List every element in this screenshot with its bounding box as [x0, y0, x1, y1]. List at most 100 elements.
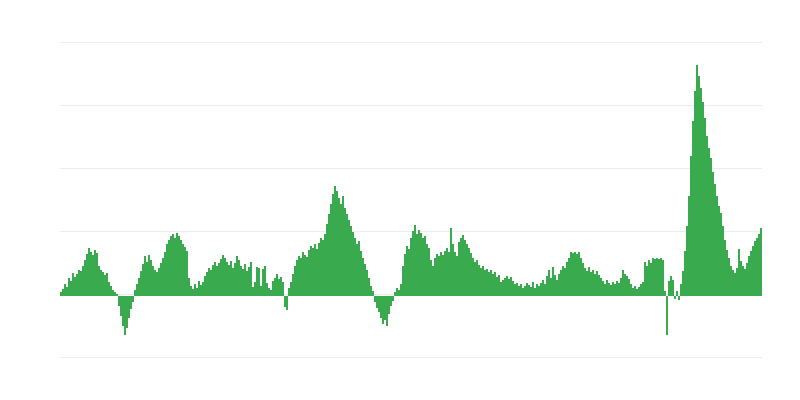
bar	[144, 256, 146, 296]
bar	[690, 156, 692, 296]
bar	[122, 296, 124, 326]
bar	[594, 274, 596, 296]
bar	[532, 282, 534, 296]
bar	[476, 260, 478, 296]
bar	[564, 268, 566, 296]
bar	[198, 281, 200, 296]
bar	[546, 276, 548, 296]
bar	[278, 279, 280, 296]
bar	[674, 296, 676, 299]
bar	[756, 238, 758, 296]
bar	[672, 280, 674, 296]
bar	[186, 251, 188, 296]
bar	[576, 254, 578, 296]
bar	[600, 278, 602, 296]
bar	[678, 296, 680, 300]
bar	[130, 296, 132, 309]
bar	[624, 274, 626, 296]
bar	[284, 296, 286, 307]
bar	[696, 65, 698, 296]
bar	[724, 240, 726, 296]
bar	[168, 240, 170, 296]
bar	[146, 262, 148, 296]
bar	[510, 277, 512, 296]
bar	[66, 287, 68, 296]
bar	[662, 260, 664, 296]
bar	[172, 234, 174, 296]
bar	[430, 260, 432, 296]
bar	[218, 263, 220, 296]
bar	[640, 284, 642, 296]
bar	[668, 281, 670, 296]
bar	[390, 296, 392, 306]
bar	[170, 236, 172, 296]
bar	[138, 278, 140, 296]
bar	[732, 270, 734, 296]
bar	[200, 285, 202, 296]
bar	[408, 249, 410, 296]
bar	[178, 236, 180, 296]
bar	[634, 286, 636, 296]
bar	[504, 278, 506, 296]
bar	[440, 252, 442, 296]
bar	[506, 276, 508, 296]
bar	[730, 266, 732, 296]
bar	[268, 288, 270, 296]
bar	[98, 266, 100, 296]
bar	[70, 281, 72, 296]
bar	[90, 252, 92, 296]
bar	[578, 252, 580, 296]
bar	[272, 281, 274, 296]
bar	[194, 284, 196, 296]
bar	[596, 271, 598, 296]
bar	[454, 252, 456, 296]
bar	[664, 291, 666, 296]
bar	[740, 261, 742, 296]
bar	[220, 259, 222, 296]
bar	[422, 238, 424, 296]
bar	[384, 296, 386, 320]
bar	[480, 268, 482, 296]
bar	[204, 276, 206, 296]
bar	[150, 260, 152, 296]
bar	[312, 248, 314, 296]
bar	[136, 284, 138, 296]
bar	[116, 294, 118, 296]
bar	[490, 270, 492, 296]
bar	[240, 266, 242, 296]
bar	[614, 284, 616, 296]
bar	[264, 266, 266, 296]
bar	[316, 249, 318, 296]
bar	[294, 266, 296, 296]
bar	[700, 88, 702, 296]
bar	[462, 235, 464, 296]
volume-bars	[60, 65, 762, 335]
bar	[618, 283, 620, 296]
bar	[74, 277, 76, 296]
bar	[720, 213, 722, 296]
bar	[606, 280, 608, 296]
bar	[566, 262, 568, 296]
bar	[448, 252, 450, 296]
bar	[84, 260, 86, 296]
bar	[106, 273, 108, 296]
bar	[484, 270, 486, 296]
bar	[728, 258, 730, 296]
bar	[326, 224, 328, 296]
bar	[158, 268, 160, 296]
bar	[556, 280, 558, 296]
bar	[602, 281, 604, 296]
bar	[80, 271, 82, 296]
bar	[174, 238, 176, 296]
bar	[244, 264, 246, 296]
bar	[112, 290, 114, 296]
bar	[736, 268, 738, 296]
bar	[208, 268, 210, 296]
bar	[458, 242, 460, 296]
bar	[282, 282, 284, 296]
bar	[494, 272, 496, 296]
bar	[380, 296, 382, 318]
bar	[344, 208, 346, 296]
